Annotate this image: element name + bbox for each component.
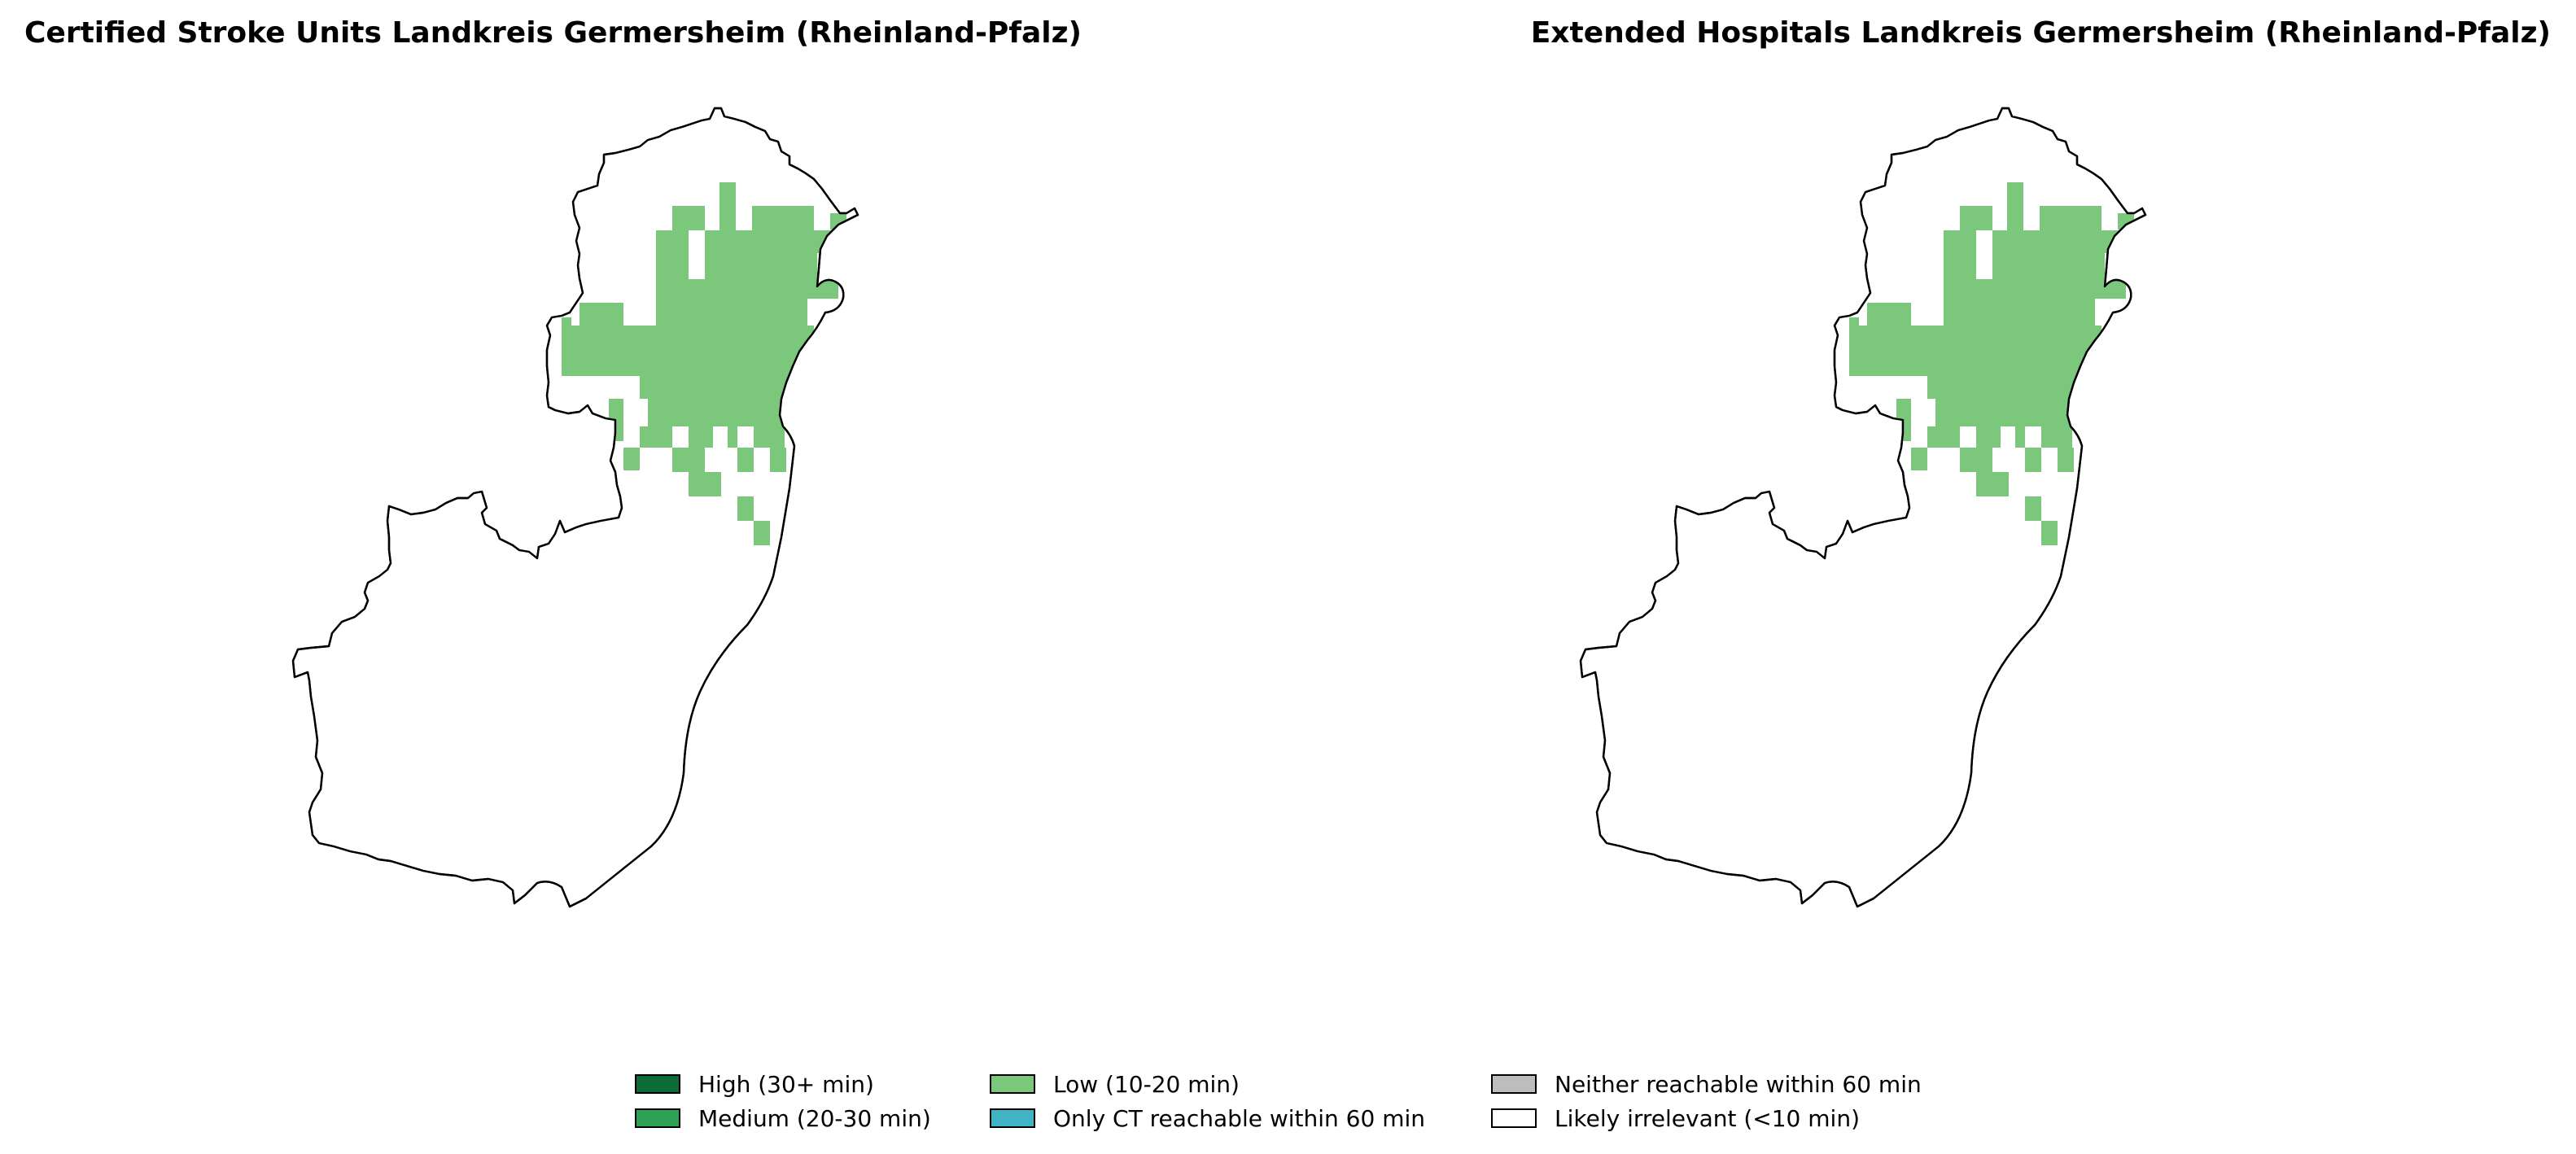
legend-label-neither: Neither reachable within 60 min: [1555, 1070, 1922, 1098]
legend-swatch-neither: [1491, 1074, 1537, 1094]
low-category-cell: [1944, 279, 2105, 299]
low-category-cell: [623, 448, 640, 470]
low-category-cell: [2058, 448, 2074, 472]
low-category-cell-layer: [1849, 182, 2134, 545]
low-category-cell: [705, 230, 817, 279]
low-category-cell: [768, 426, 785, 448]
low-category-cell: [1992, 230, 2105, 279]
low-category-cell: [1944, 299, 2095, 326]
legend-item-high: High (30+ min): [635, 1068, 874, 1100]
low-category-cell: [672, 448, 705, 472]
low-category-cell: [2041, 426, 2056, 448]
low-category-cell: [719, 182, 736, 231]
low-category-cell: [656, 279, 817, 299]
low-category-cell: [672, 206, 705, 230]
low-category-cell: [737, 496, 754, 521]
low-category-cell: [689, 426, 713, 448]
legend-swatch-irrelevant: [1491, 1108, 1537, 1128]
low-category-cell: [728, 426, 737, 448]
map-panel-extended-hospitals: Extended Hospitals Landkreis Germersheim…: [1288, 0, 2575, 1017]
low-category-cell: [1976, 472, 2009, 496]
legend: High (30+ min) Medium (20-30 min) Low (1…: [635, 1068, 1978, 1146]
low-category-cell: [1867, 303, 1911, 326]
map-canvas-right: [1579, 107, 2147, 908]
low-category-cell: [640, 376, 798, 399]
low-category-cell: [2007, 182, 2023, 231]
map-title-certified-stroke-units: Certified Stroke Units Landkreis Germers…: [24, 16, 1082, 50]
low-category-cell: [656, 230, 689, 279]
low-category-cell: [1849, 326, 2101, 376]
low-category-cell: [689, 472, 721, 496]
legend-item-low: Low (10-20 min): [990, 1068, 1240, 1100]
low-category-cell: [1935, 399, 2071, 426]
low-category-cell: [648, 399, 783, 426]
low-category-cell: [1960, 448, 1992, 472]
low-category-cell: [1849, 317, 1859, 329]
district-boundary-line: [1579, 107, 2147, 908]
low-category-cell: [2041, 521, 2058, 545]
low-category-cell: [1927, 426, 1960, 448]
map-panel-certified-stroke-units: Certified Stroke Units Landkreis Germers…: [0, 0, 1288, 1017]
legend-item-medium: Medium (20-30 min): [635, 1102, 931, 1134]
low-category-cell: [562, 326, 814, 376]
low-category-cell: [640, 426, 672, 448]
legend-item-neither: Neither reachable within 60 min: [1491, 1068, 1922, 1100]
low-category-cell: [656, 299, 807, 326]
low-category-cell: [2025, 448, 2041, 472]
map-canvas-left: [291, 107, 859, 908]
district-boundary-line: [291, 107, 859, 908]
legend-swatch-medium: [635, 1108, 680, 1128]
map-title-extended-hospitals: Extended Hospitals Landkreis Germersheim…: [1530, 16, 2551, 50]
legend-label-only-ct: Only CT reachable within 60 min: [1053, 1104, 1426, 1132]
low-category-cell: [1976, 426, 2001, 448]
low-category-cell: [2056, 426, 2072, 448]
legend-swatch-high: [635, 1074, 680, 1094]
low-category-cell: [754, 426, 768, 448]
legend-label-low: Low (10-20 min): [1053, 1070, 1240, 1098]
legend-label-medium: Medium (20-30 min): [698, 1104, 931, 1132]
low-category-cell: [1927, 376, 2085, 399]
low-category-cell: [737, 448, 754, 472]
low-category-cell: [754, 521, 770, 545]
low-category-cell: [1911, 448, 1927, 470]
low-category-cell: [2015, 426, 2025, 448]
low-category-cell: [1944, 230, 1976, 279]
low-category-cell: [770, 448, 786, 472]
legend-item-irrelevant: Likely irrelevant (<10 min): [1491, 1102, 1860, 1134]
low-category-cell: [579, 303, 623, 326]
low-category-cell: [562, 317, 571, 329]
legend-label-high: High (30+ min): [698, 1070, 874, 1098]
low-category-cell: [2040, 206, 2101, 230]
legend-label-irrelevant: Likely irrelevant (<10 min): [1555, 1104, 1860, 1132]
low-category-cell-layer: [562, 182, 846, 545]
low-category-cell: [2025, 496, 2041, 521]
legend-swatch-low: [990, 1074, 1035, 1094]
low-category-cell: [752, 206, 814, 230]
low-category-cell: [1960, 206, 1992, 230]
legend-swatch-only-ct: [990, 1108, 1035, 1128]
legend-item-only-ct: Only CT reachable within 60 min: [990, 1102, 1425, 1134]
